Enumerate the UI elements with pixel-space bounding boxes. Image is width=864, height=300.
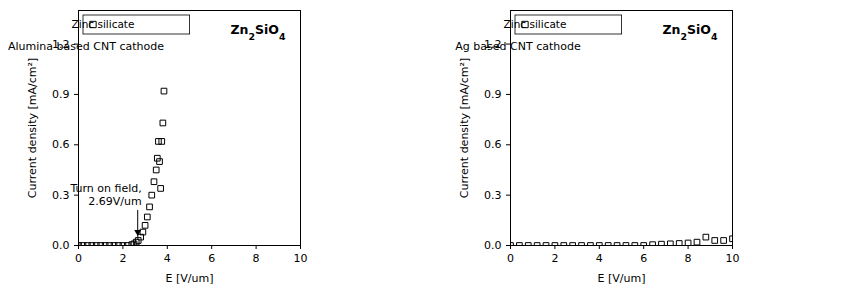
svg-text:Zinc silicate: Zinc silicate (504, 18, 567, 30)
svg-text:E [V/um]: E [V/um] (166, 272, 214, 285)
svg-text:0.3: 0.3 (52, 189, 70, 202)
svg-text:4: 4 (164, 252, 171, 265)
svg-text:E [V/um]: E [V/um] (598, 272, 646, 285)
svg-text:0.9: 0.9 (484, 88, 502, 101)
svg-text:Current density [mA/cm²]: Current density [mA/cm²] (26, 58, 39, 198)
svg-text:6: 6 (208, 252, 215, 265)
svg-text:0: 0 (507, 252, 514, 265)
svg-text:0.6: 0.6 (484, 138, 502, 151)
svg-text:0.9: 0.9 (52, 88, 70, 101)
svg-text:2: 2 (551, 252, 558, 265)
svg-text:Zinc silicate: Zinc silicate (72, 18, 135, 30)
svg-text:2: 2 (119, 252, 126, 265)
svg-text:0.0: 0.0 (484, 239, 502, 252)
svg-text:Ag based CNT cathode: Ag based CNT cathode (455, 40, 581, 53)
svg-text:0: 0 (75, 252, 82, 265)
svg-text:4: 4 (596, 252, 603, 265)
svg-text:Alumina based CNT cathode: Alumina based CNT cathode (8, 40, 164, 53)
svg-text:8: 8 (253, 252, 260, 265)
svg-text:Zn2SiO4: Zn2SiO4 (663, 22, 718, 42)
svg-text:6: 6 (640, 252, 647, 265)
svg-text:Zn2SiO4: Zn2SiO4 (231, 22, 286, 42)
svg-text:0.6: 0.6 (52, 138, 70, 151)
svg-text:10: 10 (294, 252, 308, 265)
svg-text:8: 8 (685, 252, 692, 265)
svg-text:10: 10 (726, 252, 740, 265)
svg-text:Turn on field,2.69V/um: Turn on field,2.69V/um (69, 182, 141, 208)
svg-text:0.0: 0.0 (52, 239, 70, 252)
svg-text:0.3: 0.3 (484, 189, 502, 202)
svg-text:Current density [mA/cm²]: Current density [mA/cm²] (458, 58, 471, 198)
